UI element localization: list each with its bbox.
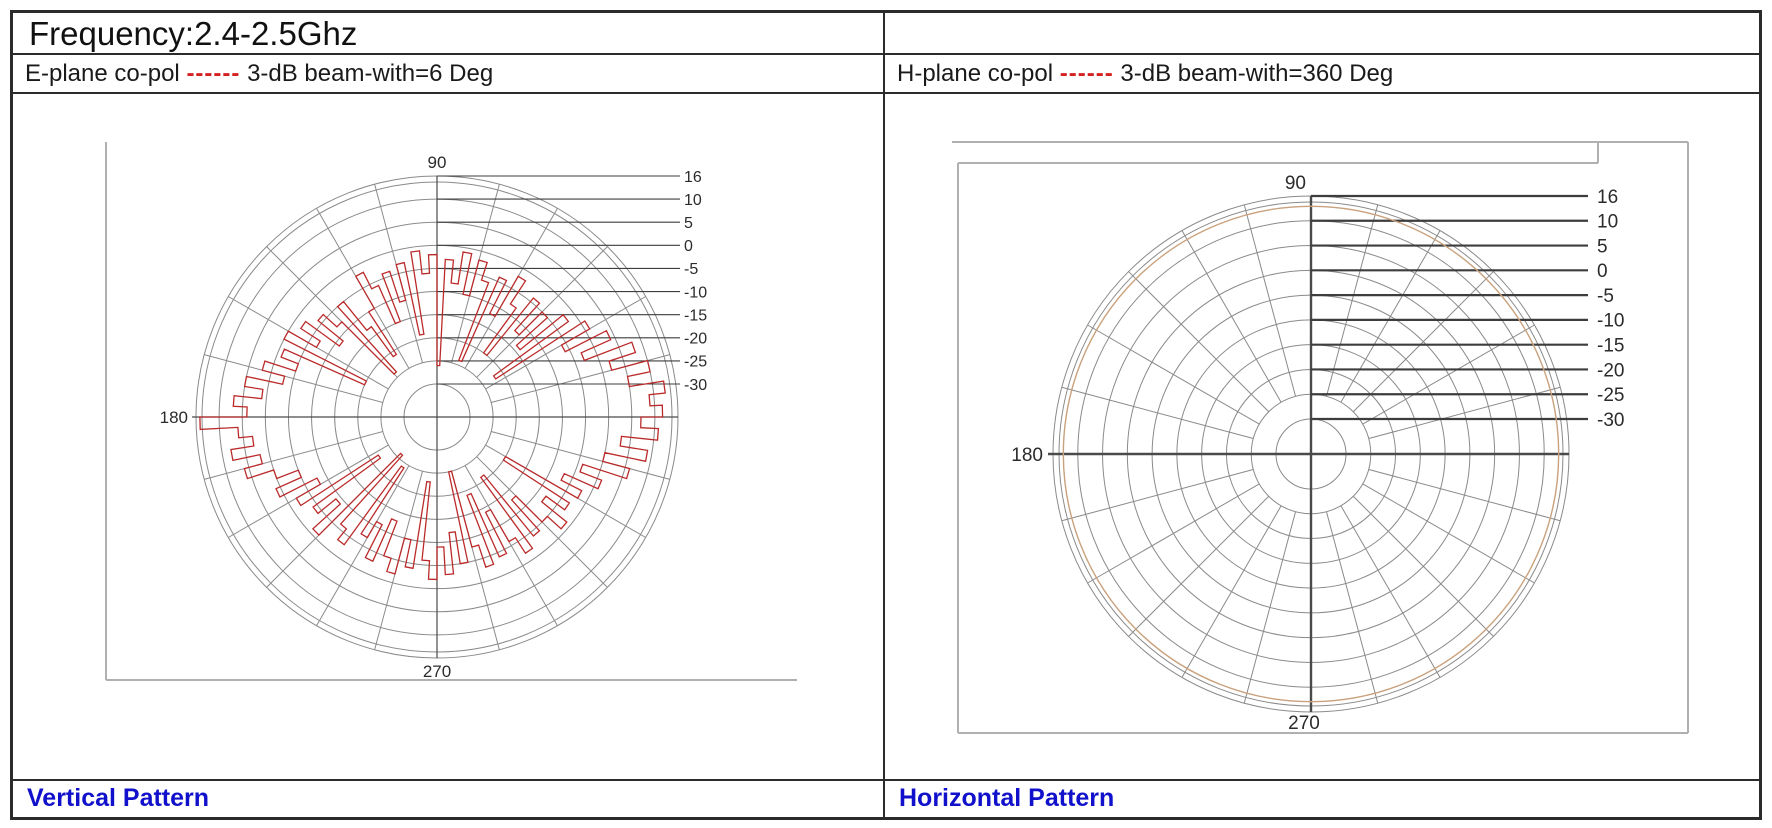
grid-spoke	[491, 431, 670, 480]
radial-tick-label: 5	[684, 215, 693, 232]
radial-tick-label: -15	[684, 307, 707, 324]
eplane-header: E-plane co-pol ------ 3-dB beam-with=6 D…	[13, 55, 883, 92]
radial-tick-label: 5	[1597, 236, 1608, 257]
angle-label-90: 90	[428, 153, 447, 172]
hplane-header-prefix: H-plane co-pol	[897, 60, 1054, 87]
angle-label-180: 180	[160, 408, 188, 427]
radial-tick-label: -5	[1597, 286, 1614, 307]
hplane-polar-chart: 16 10 5 0 -5 -10 -15 -20 -25 -30 90 180 270	[952, 141, 1689, 734]
horizontal-caption-cell: Horizontal Pattern	[885, 781, 1759, 817]
caption-row: Vertical Pattern Horizontal Pattern	[13, 781, 1759, 817]
grid-spoke	[1368, 468, 1561, 522]
eplane-header-cell: E-plane co-pol ------ 3-dB beam-with=6 D…	[13, 55, 885, 92]
vertical-pattern-caption: Vertical Pattern	[27, 784, 210, 812]
grid-spoke	[1128, 495, 1270, 637]
grid-spoke	[1243, 204, 1297, 397]
grid-spoke	[464, 465, 558, 626]
angle-labels: 90 180 270	[1011, 173, 1320, 734]
grid-spoke	[1340, 505, 1441, 678]
horizontal-pattern-caption: Horizontal Pattern	[899, 784, 1115, 812]
radial-tick-label: -25	[1597, 385, 1624, 406]
grid-spoke	[1368, 386, 1561, 440]
title-row: Frequency:2.4-2.5Ghz	[13, 13, 1759, 55]
eplane-legend-dashes: ------	[186, 60, 241, 87]
eplane-chart-cell	[13, 94, 885, 779]
chart-row	[13, 94, 1759, 781]
title-cell-empty	[885, 13, 1759, 53]
angle-labels: 90 180 270	[160, 153, 452, 681]
radial-tick-label: 0	[1597, 261, 1608, 282]
radial-tick-label: 16	[684, 169, 702, 186]
radial-tick-label: -10	[684, 284, 707, 301]
picture-frame	[952, 141, 1689, 734]
angle-label-270: 270	[1288, 713, 1320, 734]
angle-label-180: 180	[1011, 445, 1043, 466]
radial-leaders	[1311, 194, 1588, 421]
grid-spoke	[1362, 324, 1535, 425]
pattern-trace	[1062, 205, 1560, 703]
grid-spoke	[1362, 483, 1535, 584]
header-row: E-plane co-pol ------ 3-dB beam-with=6 D…	[13, 55, 1759, 94]
radial-tick-label: -5	[684, 261, 698, 278]
page-title: Frequency:2.4-2.5Ghz	[29, 15, 358, 52]
grid-spoke	[1061, 468, 1254, 522]
angle-label-270: 270	[423, 662, 451, 681]
grid-spoke	[1181, 505, 1282, 678]
eplane-polar-chart: 16 10 5 0 -5 -10 -15 -20 -25 -30 90 180 270	[105, 142, 797, 681]
grid-spoke	[1181, 230, 1282, 403]
grid-spoke	[1340, 230, 1441, 403]
eplane-header-suffix: 3-dB beam-with=6 Deg	[247, 60, 494, 87]
grid-spoke	[316, 465, 410, 626]
radial-tick-labels: 16 10 5 0 -5 -10 -15 -20 -25 -30	[1597, 187, 1624, 431]
grid-spoke	[1087, 483, 1260, 584]
radial-tick-label: -30	[1597, 410, 1624, 431]
polar-axes	[1048, 196, 1569, 712]
radial-tick-label: -10	[1597, 311, 1624, 332]
eplane-header-prefix: E-plane co-pol	[25, 60, 180, 87]
radial-tick-label: -25	[684, 354, 707, 371]
radial-tick-label: -20	[1597, 360, 1624, 381]
grid-spoke	[1325, 511, 1379, 704]
grid-spoke	[1352, 271, 1494, 413]
radial-tick-label: 10	[684, 192, 702, 209]
hplane-legend-dashes: ------	[1059, 60, 1114, 87]
hplane-header-suffix: 3-dB beam-with=360 Deg	[1120, 60, 1394, 87]
title-cell: Frequency:2.4-2.5Ghz	[13, 13, 885, 53]
radial-tick-label: -30	[684, 377, 707, 394]
radial-tick-label: -15	[1597, 336, 1624, 357]
angle-label-90: 90	[1285, 173, 1306, 194]
radial-tick-label: 10	[1597, 212, 1618, 233]
radial-tick-labels: 16 10 5 0 -5 -10 -15 -20 -25 -30	[684, 169, 707, 394]
grid-spoke	[1087, 324, 1260, 425]
grid-spoke	[1061, 386, 1254, 440]
grid-spoke	[1243, 511, 1297, 704]
grid-spoke	[1325, 204, 1379, 397]
picture-frame	[105, 142, 797, 681]
grid-spoke	[204, 431, 383, 480]
radial-tick-label: -20	[684, 331, 707, 348]
radial-tick-label: 16	[1597, 187, 1618, 208]
pattern-table: Frequency:2.4-2.5Ghz E-plane co-pol ----…	[10, 10, 1762, 820]
hplane-header-cell: H-plane co-pol ------ 3-dB beam-with=360…	[885, 55, 1759, 92]
pattern-trace	[199, 250, 666, 581]
vertical-caption-cell: Vertical Pattern	[13, 781, 885, 817]
radial-tick-label: 0	[684, 238, 693, 255]
grid-spoke	[1128, 271, 1270, 413]
hplane-header: H-plane co-pol ------ 3-dB beam-with=360…	[885, 55, 1759, 92]
grid-spoke	[1352, 495, 1494, 637]
grid-spoke	[204, 354, 383, 403]
